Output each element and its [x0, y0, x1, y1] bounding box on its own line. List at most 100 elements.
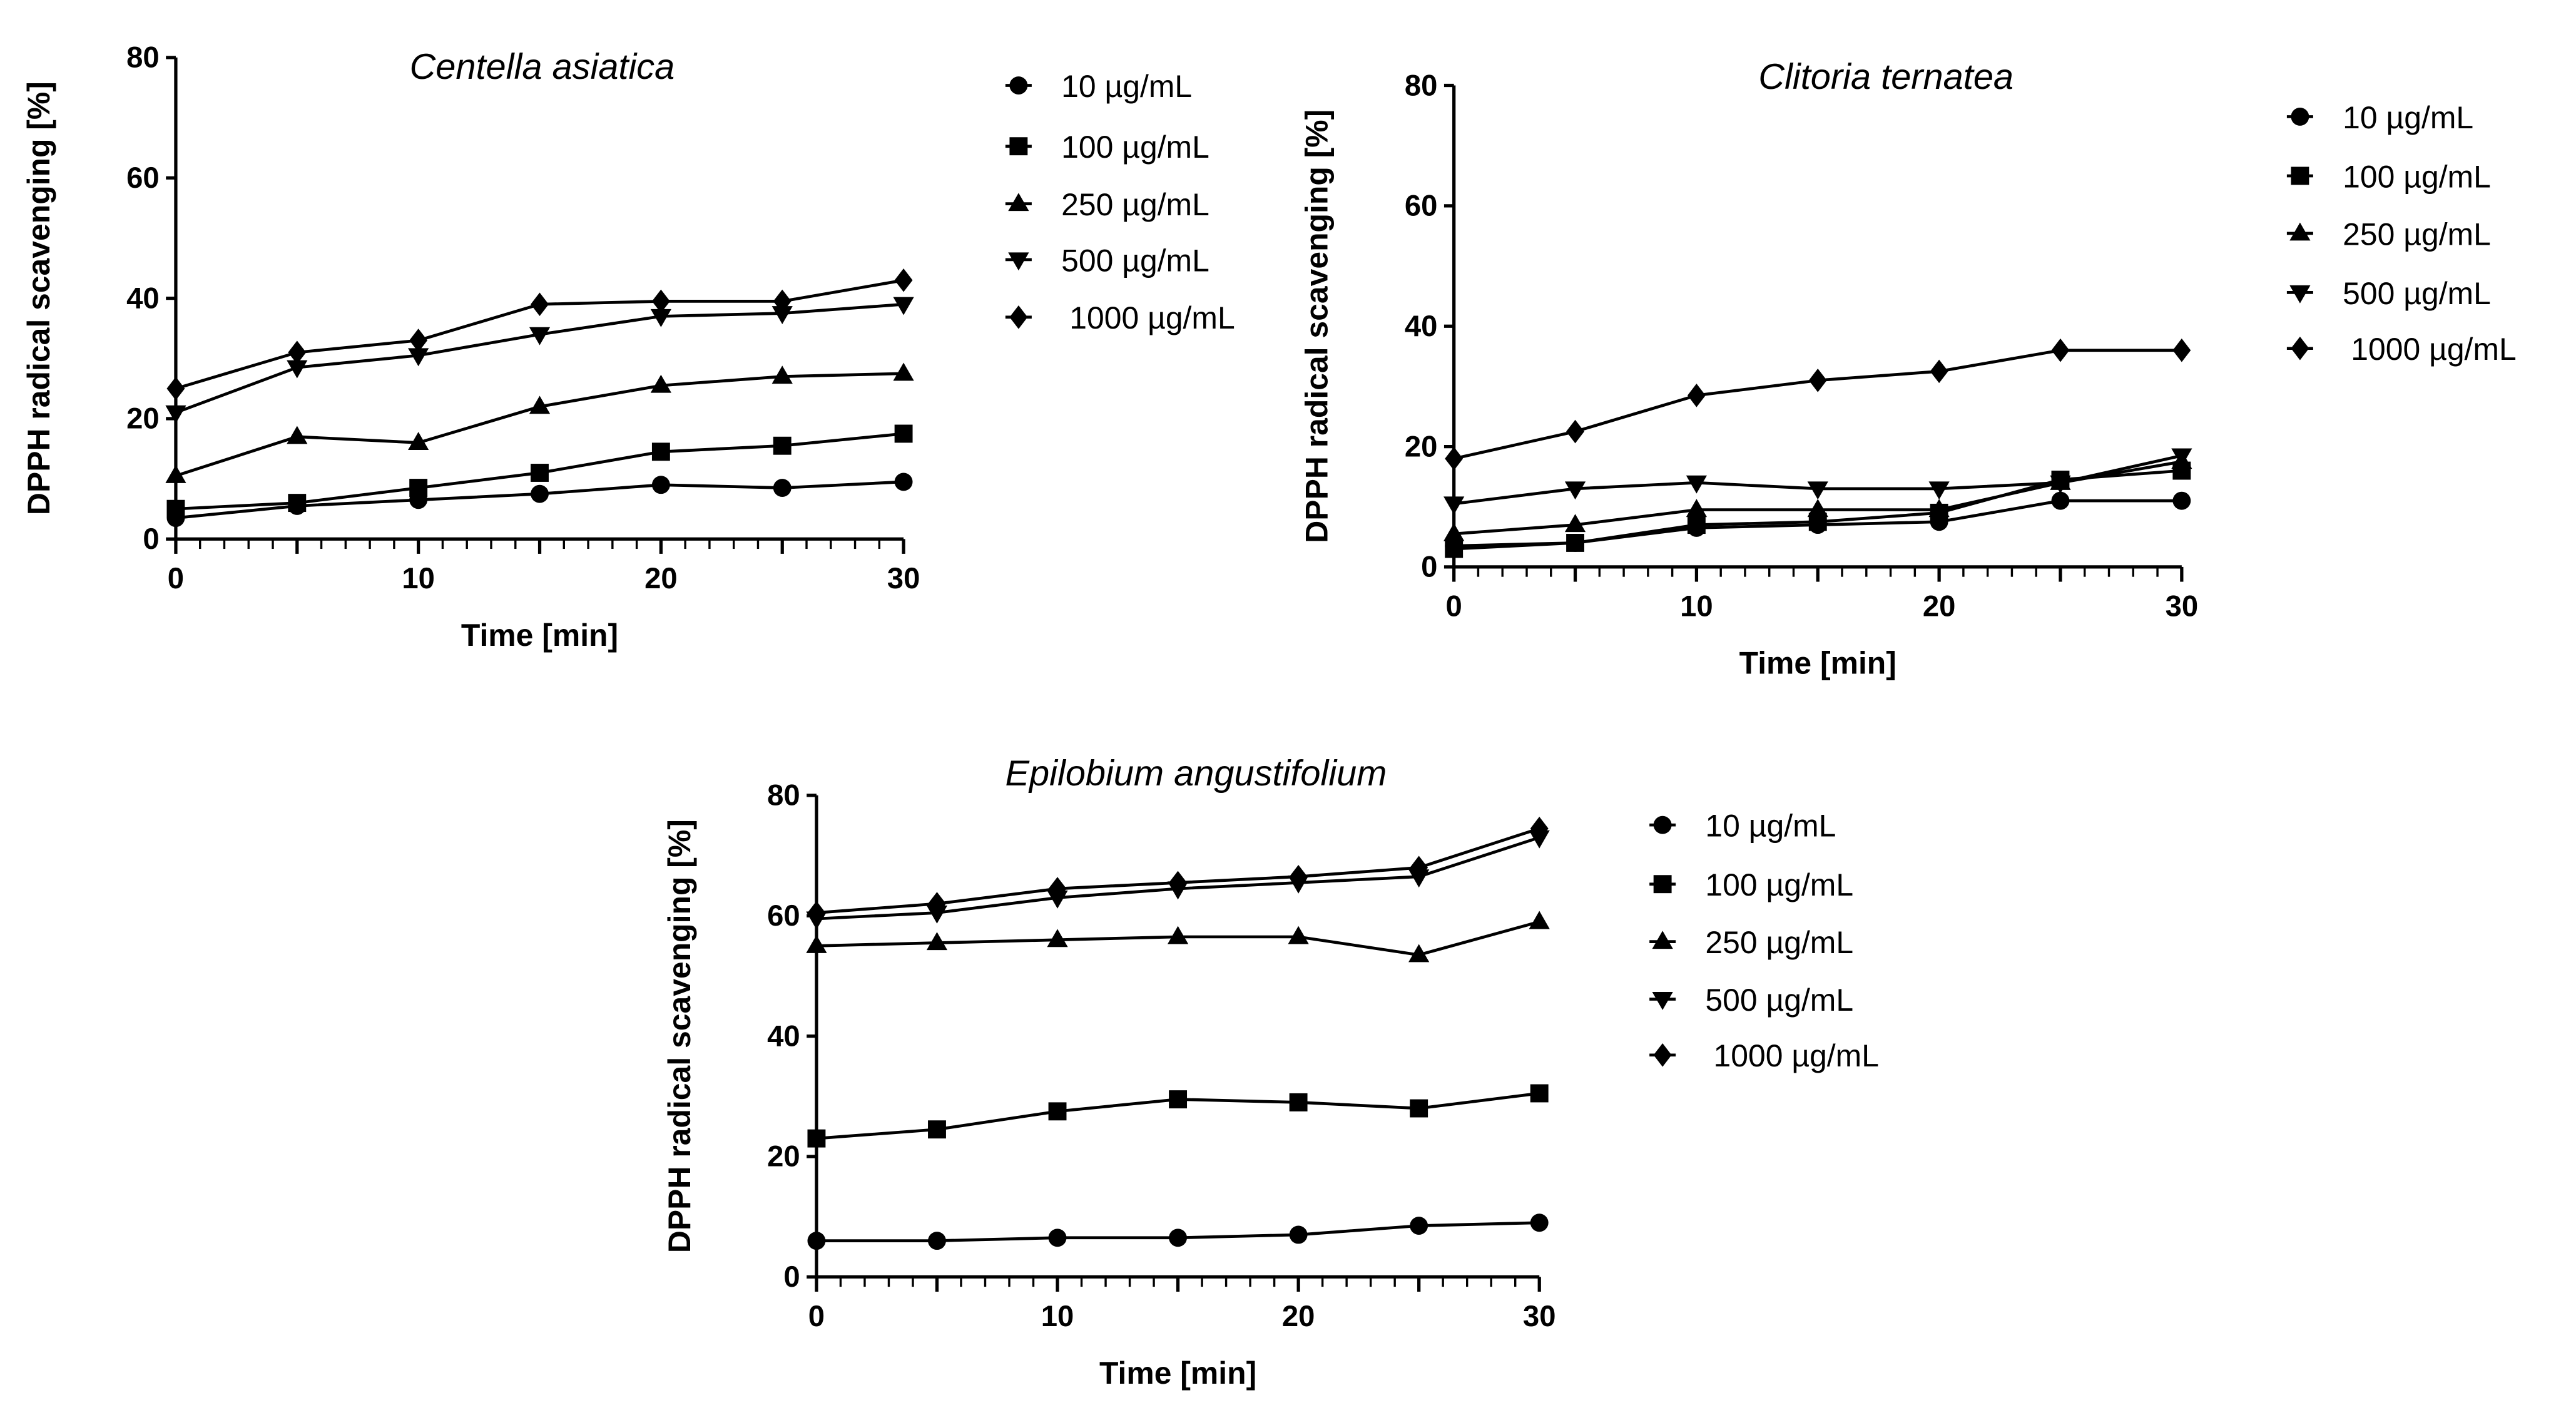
diamond-marker [288, 340, 307, 364]
y-tick-label: 40 [126, 282, 160, 315]
x-tick-label: 0 [808, 1300, 825, 1333]
triangle-up-marker [1047, 929, 1068, 948]
triangle-down-marker [1686, 475, 1708, 494]
diamond-marker [2172, 338, 2191, 362]
x-tick-label: 10 [402, 562, 435, 595]
diamond-marker [807, 901, 826, 925]
x-tick-label: 20 [1282, 1300, 1315, 1333]
x-tick-label: 20 [644, 562, 678, 595]
circle-marker [1048, 1229, 1067, 1247]
legend-item: 250 µg/mL [1649, 925, 1853, 960]
circle-marker [1410, 1217, 1428, 1235]
legend-item: 10 µg/mL [1649, 809, 1836, 844]
triangle-down-marker [893, 297, 914, 315]
chart-title: Epilobium angustifolium [1005, 754, 1387, 794]
legend-item: 500 µg/mL [1005, 243, 1209, 278]
diamond-marker [1808, 369, 1827, 392]
triangle-up-marker [1167, 926, 1189, 944]
x-tick-label: 30 [887, 562, 920, 595]
x-axis-label: Time [min] [1099, 1356, 1256, 1391]
circle-marker [2291, 107, 2309, 126]
triangle-down-marker [408, 348, 429, 367]
triangle-down-marker [1928, 481, 1950, 500]
triangle-up-marker [408, 432, 429, 450]
legend-item: 500 µg/mL [1649, 983, 1853, 1018]
y-tick-label: 80 [1405, 69, 1438, 102]
legend-item: 100 µg/mL [1005, 130, 1209, 165]
square-marker [409, 479, 428, 497]
square-marker [894, 424, 913, 443]
legend-label: 1000 µg/mL [2351, 332, 2516, 367]
square-marker [773, 436, 792, 455]
legend-item: 10 µg/mL [2286, 100, 2473, 135]
triangle-up-marker [806, 935, 827, 953]
legend-label: 1000 µg/mL [1714, 1038, 1879, 1073]
x-tick-label: 0 [168, 562, 184, 595]
diamond-marker [2291, 336, 2309, 360]
y-axis-label: DPPH radical scavenging [%] [21, 81, 56, 515]
triangle-down-marker [1652, 991, 1673, 1010]
circle-marker [2051, 491, 2070, 510]
triangle-up-marker [1529, 911, 1550, 929]
diamond-marker [773, 289, 792, 314]
circle-marker [651, 476, 670, 494]
y-tick-label: 80 [767, 779, 800, 812]
y-tick-label: 60 [126, 161, 160, 195]
triangle-up-marker [1443, 523, 1465, 541]
triangle-up-marker [1928, 499, 1950, 518]
triangle-down-marker [1564, 481, 1586, 500]
y-tick-label: 0 [783, 1260, 800, 1294]
triangle-down-marker [1008, 252, 1029, 271]
x-axis-label: Time [min] [461, 618, 618, 653]
diamond-marker [1566, 419, 1584, 444]
diamond-marker [1009, 305, 1028, 329]
triangle-up-marker [1408, 944, 1430, 963]
series-triangle-down [1443, 448, 2192, 515]
square-marker [288, 494, 307, 513]
diamond-marker [1048, 877, 1067, 901]
chart-1: Clitoria ternatea 0 20 40 60 80 0 10 20 30 Time [m… [1300, 57, 2517, 681]
legend-label: 1000 µg/mL [1069, 300, 1235, 335]
triangle-up-marker [1652, 931, 1673, 949]
series-diamond [1445, 338, 2191, 471]
legend-item: 1000 µg/mL [2286, 332, 2517, 367]
y-tick-label: 40 [1405, 310, 1438, 343]
triangle-down-marker [771, 306, 793, 324]
series-line [816, 827, 1540, 914]
legend-label: 250 µg/mL [2343, 217, 2491, 252]
circle-marker [2172, 491, 2191, 510]
x-tick-label: 10 [1680, 590, 1713, 623]
chart-2: Epilobium angustifolium 0 20 40 60 80 0 10 20 30 T… [662, 754, 1879, 1391]
x-tick-label: 30 [2166, 590, 2199, 623]
series-triangle-up [806, 911, 1550, 963]
diamond-marker [1687, 384, 1706, 407]
square-marker [1289, 1093, 1308, 1111]
series-square [166, 424, 913, 518]
legend-item: 100 µg/mL [2286, 159, 2491, 194]
y-tick-label: 20 [767, 1140, 800, 1173]
legend-item: 250 µg/mL [2286, 217, 2491, 252]
y-axis-label: DPPH radical scavenging [%] [1300, 110, 1335, 543]
chart-title: Centella asiatica [410, 47, 675, 87]
legend-label: 10 µg/mL [1705, 809, 1836, 844]
circle-marker [1653, 815, 1672, 834]
legend-label: 250 µg/mL [1061, 187, 1209, 222]
diamond-marker [1653, 1043, 1672, 1067]
legend-item: 1000 µg/mL [1649, 1038, 1879, 1073]
series-circle [807, 1213, 1549, 1250]
diamond-marker [1169, 871, 1188, 895]
triangle-down-marker [165, 405, 186, 424]
legend-label: 250 µg/mL [1705, 925, 1853, 960]
legend-item: 250 µg/mL [1005, 187, 1209, 222]
y-axis-label: DPPH radical scavenging [%] [662, 819, 697, 1253]
triangle-up-marker [1807, 499, 1828, 518]
square-marker [166, 499, 185, 518]
circle-marker [1009, 76, 1028, 95]
triangle-up-marker [893, 362, 914, 381]
x-tick-label: 30 [1523, 1300, 1556, 1333]
chart-0: Centella asiatica 0 20 40 60 80 0 10 20 30 Time [m… [21, 41, 1235, 653]
series-triangle-up [165, 362, 914, 483]
legend-label: 500 µg/mL [1061, 243, 1209, 278]
square-marker [1687, 516, 1706, 534]
triangle-down-marker [529, 327, 551, 345]
